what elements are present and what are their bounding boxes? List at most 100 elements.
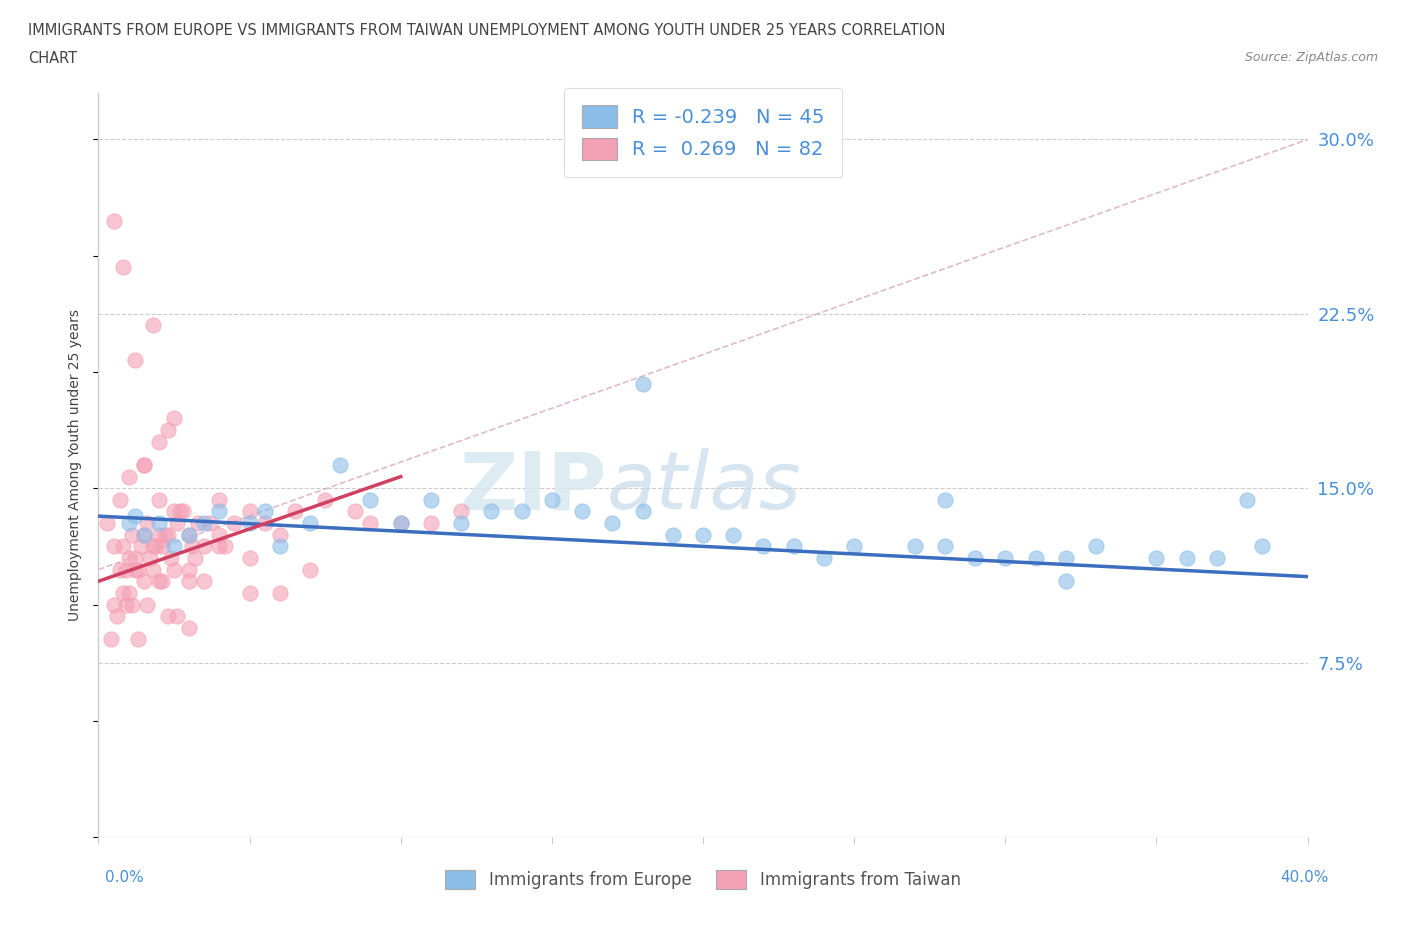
Point	[481, 504, 503, 519]
Point	[179, 527, 201, 542]
Text: ZIP: ZIP	[458, 448, 606, 526]
Point	[163, 562, 186, 577]
Point	[965, 551, 987, 565]
Point	[540, 493, 562, 508]
Point	[299, 562, 322, 577]
Point	[179, 620, 201, 635]
Point	[208, 539, 231, 554]
Point	[103, 539, 125, 554]
Text: CHART: CHART	[28, 51, 77, 66]
Point	[142, 562, 165, 577]
Point	[150, 574, 173, 589]
Point	[127, 632, 149, 647]
Point	[200, 515, 222, 530]
Point	[344, 504, 367, 519]
Point	[934, 493, 956, 508]
Point	[132, 574, 155, 589]
Point	[156, 609, 179, 624]
Point	[103, 214, 125, 229]
Point	[420, 515, 443, 530]
Point	[148, 515, 170, 530]
Point	[1054, 551, 1077, 565]
Point	[124, 353, 146, 368]
Point	[239, 586, 262, 601]
Point	[156, 527, 179, 542]
Text: IMMIGRANTS FROM EUROPE VS IMMIGRANTS FROM TAIWAN UNEMPLOYMENT AMONG YOUTH UNDER : IMMIGRANTS FROM EUROPE VS IMMIGRANTS FRO…	[28, 23, 946, 38]
Point	[148, 574, 170, 589]
Point	[121, 597, 143, 612]
Point	[132, 527, 155, 542]
Point	[118, 551, 141, 565]
Point	[156, 422, 179, 438]
Point	[813, 551, 835, 565]
Point	[103, 597, 125, 612]
Point	[239, 551, 262, 565]
Point	[420, 493, 443, 508]
Text: 40.0%: 40.0%	[1281, 870, 1329, 884]
Point	[187, 515, 209, 530]
Point	[269, 539, 291, 554]
Point	[193, 539, 215, 554]
Point	[783, 539, 806, 554]
Point	[1236, 493, 1258, 508]
Point	[181, 539, 204, 554]
Text: atlas: atlas	[606, 448, 801, 526]
Point	[166, 609, 188, 624]
Point	[129, 539, 152, 554]
Point	[631, 504, 654, 519]
Point	[253, 504, 276, 519]
Point	[184, 551, 207, 565]
Point	[111, 586, 134, 601]
Point	[179, 574, 201, 589]
Point	[389, 515, 412, 530]
Point	[631, 377, 654, 392]
Point	[135, 515, 157, 530]
Point	[1251, 539, 1274, 554]
Point	[100, 632, 122, 647]
Point	[163, 504, 186, 519]
Point	[389, 515, 412, 530]
Point	[153, 527, 176, 542]
Point	[150, 539, 173, 554]
Point	[124, 551, 146, 565]
Point	[114, 562, 136, 577]
Point	[994, 551, 1017, 565]
Point	[142, 318, 165, 333]
Point	[1206, 551, 1229, 565]
Point	[111, 539, 134, 554]
Point	[132, 458, 155, 472]
Point	[1024, 551, 1046, 565]
Point	[96, 515, 118, 530]
Point	[121, 527, 143, 542]
Point	[1085, 539, 1108, 554]
Point	[314, 493, 336, 508]
Point	[179, 562, 201, 577]
Point	[450, 515, 472, 530]
Point	[179, 527, 201, 542]
Point	[118, 469, 141, 484]
Point	[111, 259, 134, 275]
Point	[148, 434, 170, 449]
Point	[224, 515, 246, 530]
Point	[108, 493, 131, 508]
Point	[934, 539, 956, 554]
Point	[208, 493, 231, 508]
Point	[118, 586, 141, 601]
Point	[723, 527, 745, 542]
Point	[132, 527, 155, 542]
Point	[169, 504, 191, 519]
Point	[135, 597, 157, 612]
Point	[124, 562, 146, 577]
Point	[145, 539, 167, 554]
Point	[132, 458, 155, 472]
Point	[1146, 551, 1168, 565]
Point	[239, 515, 262, 530]
Point	[124, 509, 146, 524]
Legend: Immigrants from Europe, Immigrants from Taiwan: Immigrants from Europe, Immigrants from …	[439, 863, 967, 896]
Point	[752, 539, 775, 554]
Y-axis label: Unemployment Among Youth under 25 years: Unemployment Among Youth under 25 years	[69, 309, 83, 621]
Point	[163, 539, 186, 554]
Point	[661, 527, 683, 542]
Point	[510, 504, 533, 519]
Point	[108, 562, 131, 577]
